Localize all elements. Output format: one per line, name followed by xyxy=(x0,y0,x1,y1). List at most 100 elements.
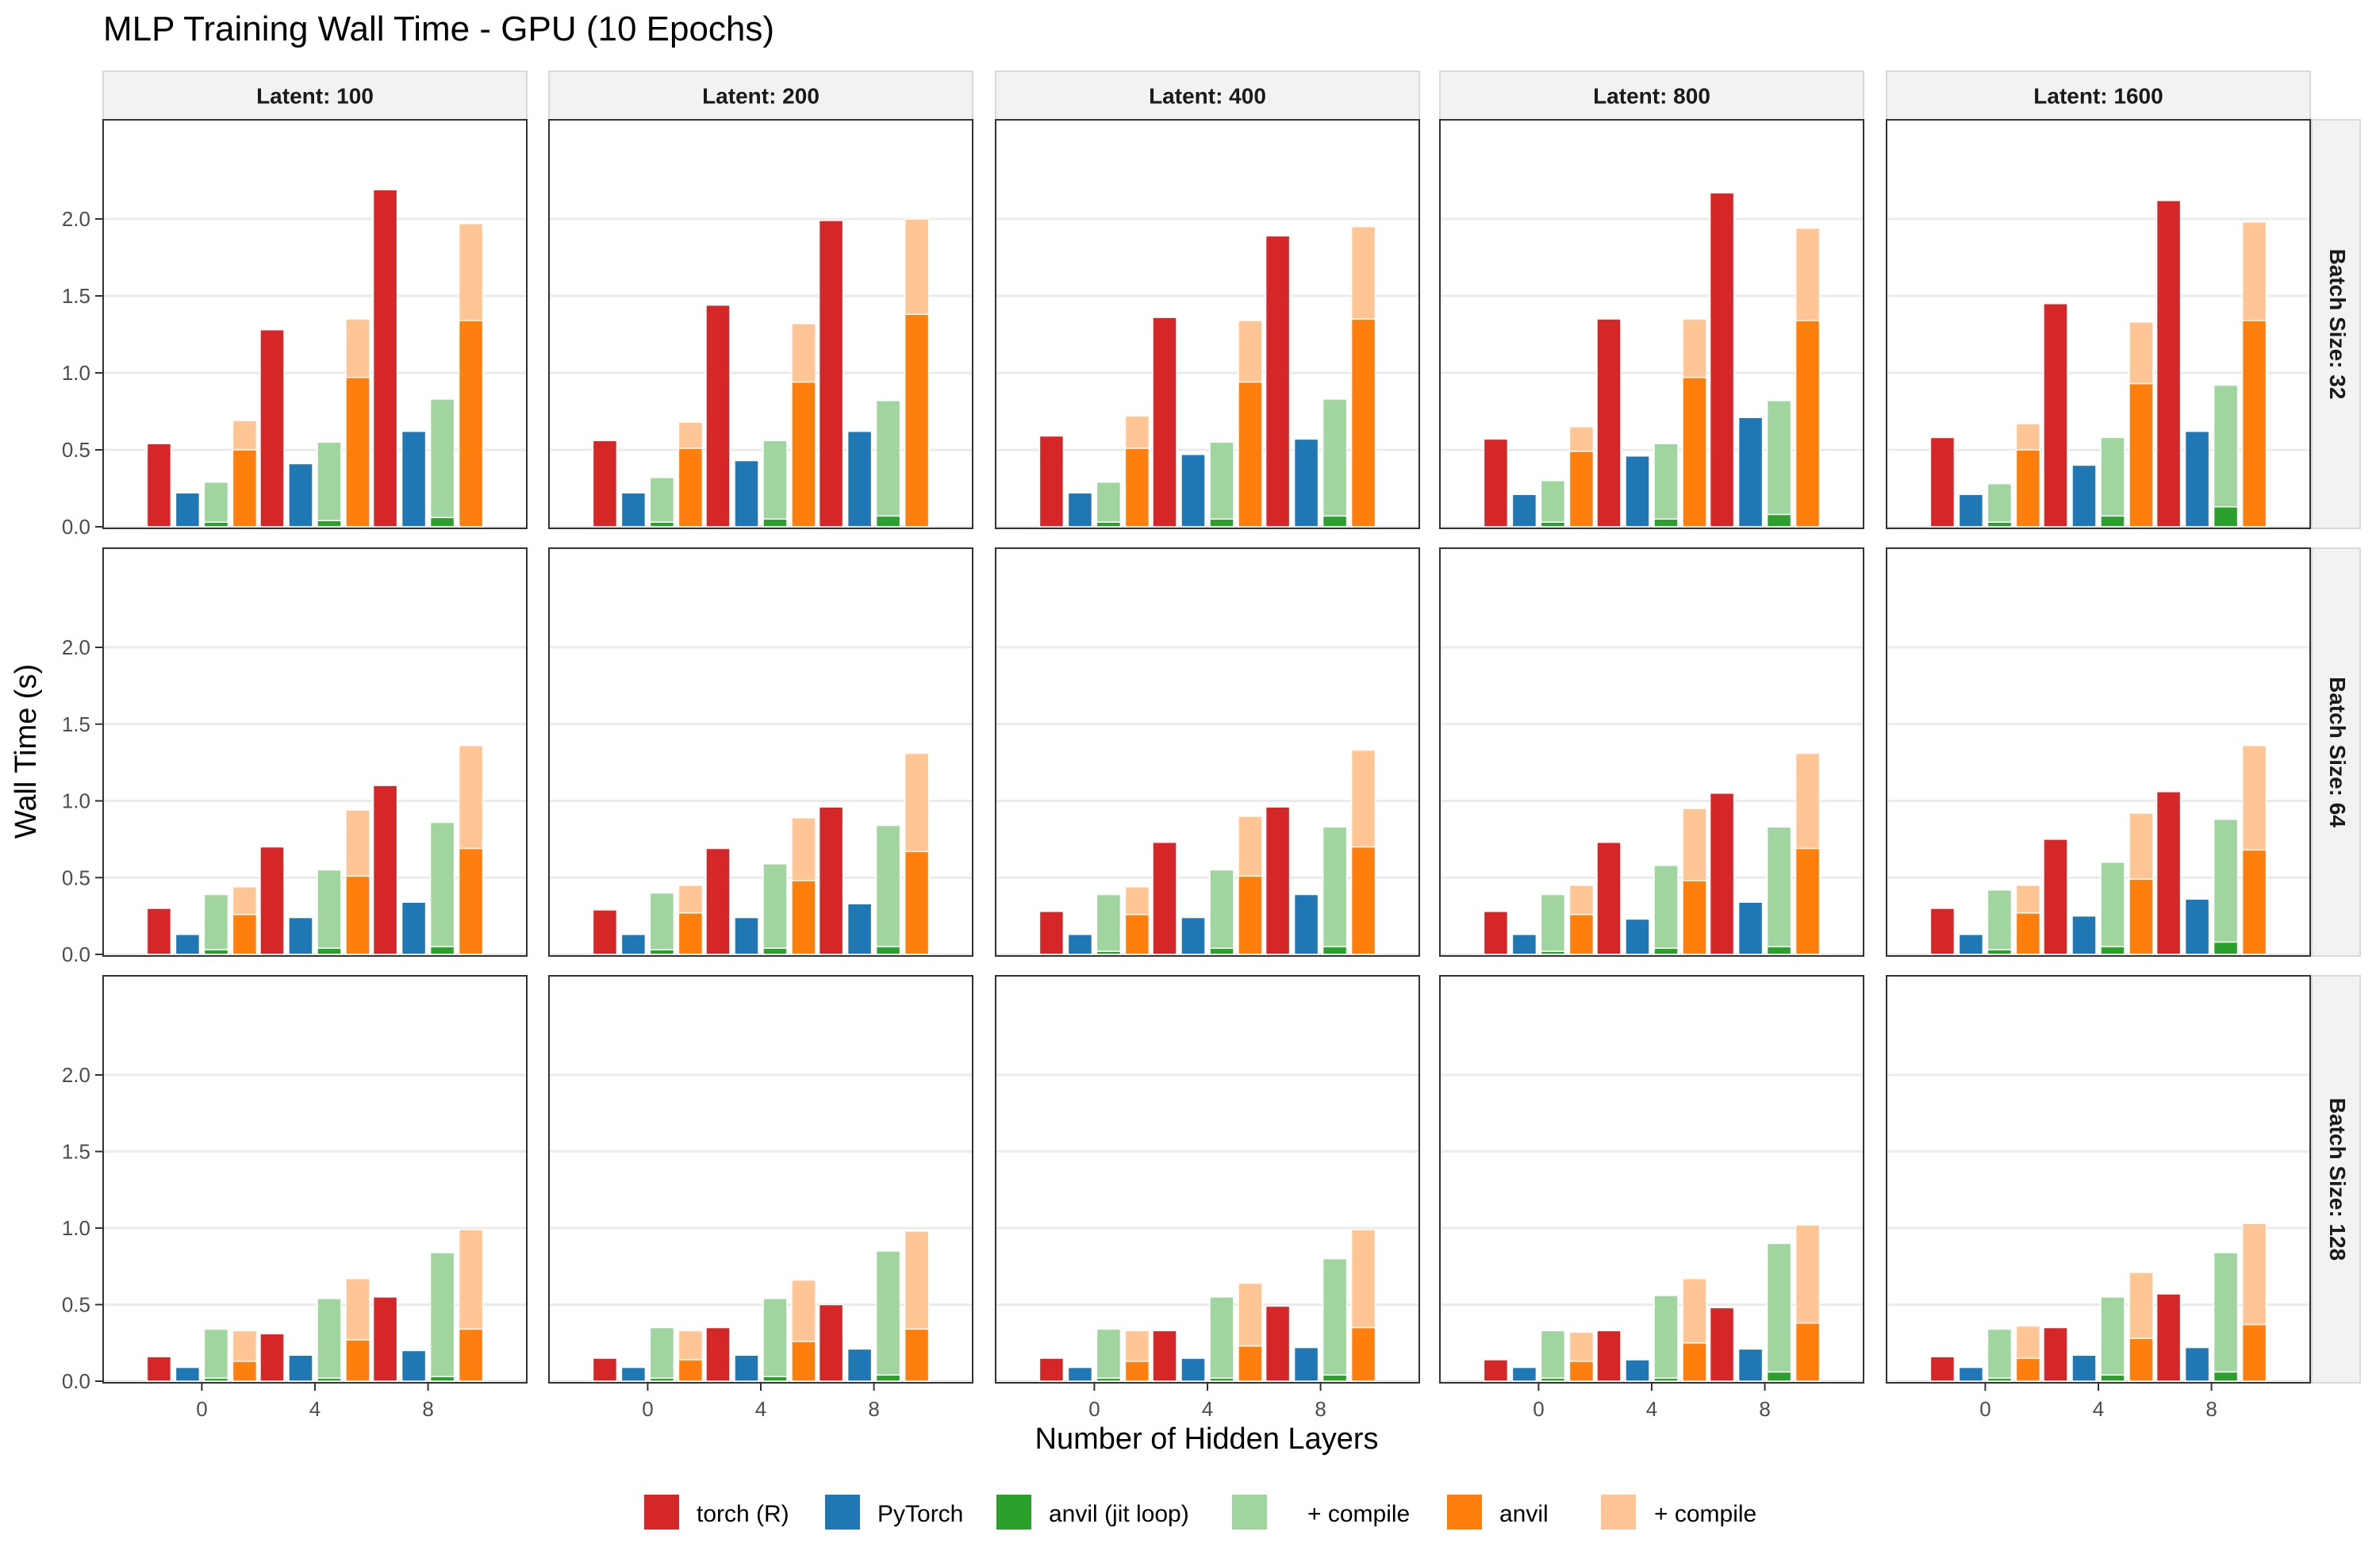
legend-swatch xyxy=(996,1495,1031,1530)
bar-jit_loop xyxy=(317,520,342,528)
facet-label-row: Batch Size: 64 xyxy=(2325,677,2350,827)
panel-background xyxy=(996,120,1419,528)
bar-jit_loop_compile xyxy=(429,821,455,955)
panel-border xyxy=(102,547,528,957)
legend-label: anvil xyxy=(1499,1501,1549,1527)
legend-swatch xyxy=(825,1495,860,1530)
bar-pytorch xyxy=(1737,1348,1764,1382)
bar-jit_loop_compile xyxy=(762,440,788,528)
bar-jit_loop xyxy=(2100,1374,2125,1382)
bar-anvil xyxy=(345,875,370,955)
bar-jit_loop_compile xyxy=(762,1298,788,1382)
x-tick-label: 0 xyxy=(1979,1397,1990,1421)
bar-jit_loop xyxy=(317,947,342,955)
bar-anvil xyxy=(2241,320,2267,528)
panel-border xyxy=(102,119,528,529)
panel-background xyxy=(103,976,527,1383)
bar-jit_loop_compile xyxy=(875,400,901,528)
y-tick-label: 0.5 xyxy=(62,866,90,889)
x-tick-label: 8 xyxy=(422,1397,433,1421)
bar-jit_loop_compile xyxy=(1322,826,1348,955)
bar-jit_loop xyxy=(649,949,675,955)
facet-label-column: Latent: 1600 xyxy=(2033,84,2163,109)
panel-border xyxy=(548,119,973,529)
bar-torch_r xyxy=(259,328,285,528)
bar-pytorch xyxy=(1180,1357,1206,1382)
facet-strip-column xyxy=(102,71,528,121)
legend-label: PyTorch xyxy=(877,1501,963,1527)
bar-jit_loop_compile xyxy=(2213,384,2239,528)
bar-jit_loop xyxy=(317,1377,342,1382)
bar-torch_r xyxy=(1265,1305,1291,1382)
bar-torch_r xyxy=(1483,911,1509,955)
bar-anvil xyxy=(232,449,258,528)
bar-pytorch xyxy=(734,1354,759,1382)
y-tick-label: 1.0 xyxy=(62,361,90,385)
legend-swatch xyxy=(1232,1495,1267,1530)
bar-jit_loop xyxy=(2100,515,2125,528)
bar-jit_loop xyxy=(2213,941,2239,955)
x-tick-label: 8 xyxy=(1315,1397,1326,1421)
y-tick-label: 2.0 xyxy=(62,207,90,231)
bar-jit_loop_compile xyxy=(1209,441,1234,528)
y-tick-label: 1.5 xyxy=(62,1140,90,1164)
legend-label: + compile xyxy=(1654,1501,1756,1527)
bar-torch_r xyxy=(1265,806,1291,955)
panel-border xyxy=(548,975,973,1384)
bar-torch_r xyxy=(1709,793,1735,955)
bar-anvil xyxy=(2015,1357,2041,1382)
facet-label-column: Latent: 400 xyxy=(1149,84,1266,109)
x-tick-label: 4 xyxy=(1646,1397,1657,1421)
bar-jit_loop_compile xyxy=(875,1250,901,1382)
x-tick-label: 4 xyxy=(1202,1397,1213,1421)
bar-anvil xyxy=(1682,880,1707,955)
bar-torch_r xyxy=(1596,841,1622,955)
bar-torch_r xyxy=(705,847,731,955)
bar-jit_loop_compile xyxy=(2100,436,2125,528)
bar-torch_r xyxy=(1152,841,1177,955)
bar-pytorch xyxy=(1511,1366,1537,1382)
bar-torch_r xyxy=(372,1296,398,1382)
bar-anvil xyxy=(458,847,484,955)
bar-pytorch xyxy=(1067,492,1093,528)
x-axis-title: Number of Hidden Layers xyxy=(1035,1422,1379,1456)
panel-border xyxy=(995,119,1420,529)
bar-jit_loop xyxy=(1653,947,1679,955)
y-tick-label: 2.0 xyxy=(62,635,90,659)
bar-jit_loop_compile xyxy=(649,892,675,955)
bar-jit_loop xyxy=(1540,950,1566,955)
bar-anvil xyxy=(1795,847,1821,955)
bar-anvil xyxy=(1238,381,1263,528)
bar-pytorch xyxy=(175,492,201,528)
bar-torch_r xyxy=(259,1333,285,1382)
bar-pytorch xyxy=(1293,438,1319,528)
chart-title: MLP Training Wall Time - GPU (10 Epochs) xyxy=(103,10,775,48)
bar-pytorch xyxy=(288,916,313,955)
bar-jit_loop_compile xyxy=(1987,889,2013,955)
legend-swatch xyxy=(644,1495,679,1530)
legend-label: torch (R) xyxy=(697,1501,789,1527)
bar-torch_r xyxy=(592,1357,618,1382)
bar-anvil xyxy=(1568,913,1595,955)
facet-label-column: Latent: 800 xyxy=(1593,84,1710,109)
bar-anvil xyxy=(2015,449,2041,528)
bar-jit_loop xyxy=(2213,1371,2239,1382)
bar-jit_loop xyxy=(2213,506,2239,528)
bar-anvil xyxy=(904,850,930,955)
panel-background xyxy=(1887,548,2310,956)
bar-jit_loop_compile xyxy=(2213,1252,2239,1382)
panel-background xyxy=(1440,120,1864,528)
panel-background xyxy=(1440,976,1864,1383)
x-tick-label: 0 xyxy=(1088,1397,1100,1421)
y-axis-title: Wall Time (s) xyxy=(10,664,43,839)
bar-jit_loop_compile xyxy=(1540,1330,1566,1382)
bar-jit_loop_compile xyxy=(317,441,342,528)
bar-torch_r xyxy=(1483,1359,1509,1382)
bar-torch_r xyxy=(2155,199,2182,528)
bar-torch_r xyxy=(1929,436,1956,528)
bar-jit_loop_compile xyxy=(762,863,788,955)
bar-torch_r xyxy=(259,846,285,955)
panel-background xyxy=(103,548,527,956)
bar-pytorch xyxy=(1625,918,1650,955)
bar-torch_r xyxy=(1929,1356,1956,1382)
